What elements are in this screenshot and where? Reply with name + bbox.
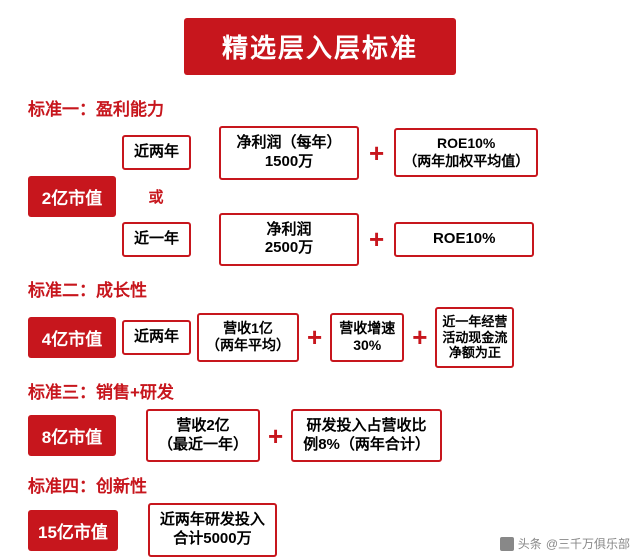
criterion-1-label: 标准一：盈利能力	[28, 95, 612, 120]
criterion-1-path-1-item-1: ROE10%	[394, 222, 534, 257]
criterion-4-mv: 15亿市值	[28, 510, 118, 551]
criterion-1-path-0-period: 近两年	[122, 135, 191, 170]
footer-source: 头条 @三千万俱乐部	[500, 535, 630, 552]
title-banner: 精选层入层标准	[184, 18, 456, 75]
text: ROE10% （两年加权平均值）	[403, 135, 529, 169]
criterion-3-mv: 8亿市值	[28, 415, 116, 456]
criterion-2: 标准二：成长性 4亿市值 近两年 营收1亿 （两年平均） + 营收增速 30% …	[28, 276, 612, 368]
text: 净利润 2500万	[265, 221, 313, 257]
criterion-1-path-0-item-1: ROE10% （两年加权平均值）	[394, 128, 538, 177]
criterion-1-or: 或	[148, 189, 163, 206]
criterion-1: 标准一：盈利能力 2亿市值 近两年 净利润（每年） 1500万 + ROE10%…	[28, 95, 612, 266]
footer-text: @三千万俱乐部	[546, 535, 630, 552]
criterion-3: 标准三：销售+研发 8亿市值 营收2亿 （最近一年） + 研发投入占营收比 例8…	[28, 378, 612, 463]
criterion-1-path-0-item-0: 净利润（每年） 1500万	[219, 126, 359, 180]
criterion-2-item-0: 营收1亿 （两年平均）	[197, 313, 299, 362]
criterion-2-label: 标准二：成长性	[28, 276, 612, 301]
criterion-1-path-1-item-0: 净利润 2500万	[219, 213, 359, 267]
footer-prefix: 头条	[518, 535, 542, 552]
text: 研发投入占营收比 例8%（两年合计）	[303, 417, 430, 453]
plus-icon: +	[410, 324, 429, 350]
criterion-2-period: 近两年	[122, 320, 191, 355]
plus-icon: +	[266, 423, 285, 449]
text: 营收1亿 （两年平均）	[206, 320, 290, 354]
criterion-2-mv: 4亿市值	[28, 317, 116, 358]
text: 近两年研发投入 合计5000万	[160, 511, 265, 547]
criterion-3-item-0: 营收2亿 （最近一年）	[146, 409, 260, 463]
criterion-1-mv: 2亿市值	[28, 176, 116, 217]
text: 净利润（每年） 1500万	[237, 134, 342, 170]
criterion-4-item-0: 近两年研发投入 合计5000万	[148, 503, 277, 557]
criterion-2-item-2: 近一年经营 活动现金流 净额为正	[435, 307, 514, 368]
text: 营收2亿 （最近一年）	[158, 417, 248, 453]
text: 营收增速 30%	[339, 320, 395, 354]
criterion-3-label: 标准三：销售+研发	[28, 378, 612, 403]
plus-icon: +	[367, 140, 386, 166]
text: 近一年经营 活动现金流 净额为正	[442, 314, 507, 360]
plus-icon: +	[305, 324, 324, 350]
plus-icon: +	[367, 226, 386, 252]
criterion-4-label: 标准四：创新性	[28, 472, 612, 497]
criterion-3-item-1: 研发投入占营收比 例8%（两年合计）	[291, 409, 442, 463]
criterion-1-path-1-period: 近一年	[122, 222, 191, 257]
source-icon	[500, 537, 514, 551]
criterion-2-item-1: 营收增速 30%	[330, 313, 404, 362]
